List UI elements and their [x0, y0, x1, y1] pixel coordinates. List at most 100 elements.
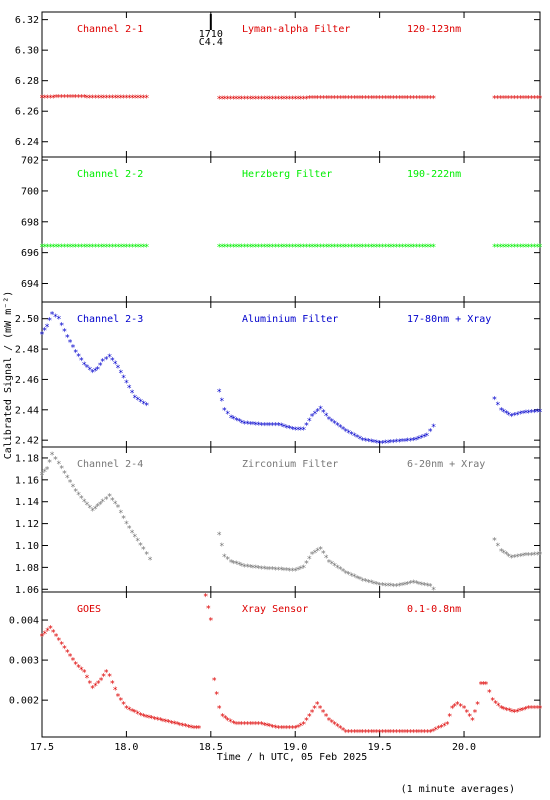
data-point: *	[118, 94, 123, 104]
data-point: *	[442, 722, 447, 732]
series-segment: *****************	[492, 95, 543, 105]
data-point: *	[388, 243, 393, 253]
data-point: *	[121, 374, 126, 384]
data-point: *	[301, 243, 306, 253]
data-point: *	[256, 243, 261, 253]
data-point: *	[239, 419, 244, 429]
data-point: *	[515, 243, 520, 253]
data-point: *	[394, 582, 399, 592]
panel-filter-label: Lyman-alpha Filter	[242, 24, 350, 35]
data-point: *	[363, 578, 368, 588]
data-point: *	[506, 411, 511, 421]
data-point: *	[73, 349, 78, 359]
data-point: *	[534, 95, 539, 105]
data-point: *	[500, 95, 505, 105]
data-point: *	[509, 554, 514, 564]
data-point: *	[470, 717, 475, 727]
data-point: *	[144, 243, 149, 253]
data-point: *	[455, 701, 460, 711]
data-point: *	[352, 243, 357, 253]
data-point: *	[290, 567, 295, 577]
data-point: *	[141, 400, 146, 410]
data-point: *	[256, 95, 261, 105]
data-point: *	[368, 438, 373, 448]
data-point: *	[256, 421, 261, 431]
data-point: *	[231, 95, 236, 105]
data-point: *	[247, 420, 252, 430]
data-point: *	[188, 724, 193, 734]
data-point: *	[326, 558, 331, 568]
data-point: *	[219, 243, 224, 253]
panel-2: 694 696 698 700 702 Channel 2-2 Herzberg Filte…	[21, 156, 543, 303]
data-point: *	[428, 243, 433, 253]
data-point: *	[506, 243, 511, 253]
data-point: *	[264, 421, 269, 431]
data-point: *	[419, 581, 424, 591]
data-point: *	[44, 465, 49, 475]
data-point: *	[431, 243, 436, 253]
data-point: *	[402, 437, 407, 447]
data-point: *	[284, 725, 289, 735]
data-point: *	[413, 436, 418, 446]
data-point: *	[309, 412, 314, 422]
y-tick-label: 2.48	[15, 345, 39, 356]
panel-band-label: 6-20nm + Xray	[407, 459, 485, 470]
data-point: *	[236, 418, 241, 428]
data-point: *	[332, 243, 337, 253]
data-point: *	[408, 437, 413, 447]
data-point: *	[267, 723, 272, 733]
data-point: *	[422, 729, 427, 739]
data-point: *	[121, 701, 126, 711]
data-point: *	[444, 721, 449, 731]
data-point: *	[377, 95, 382, 105]
data-point: *	[113, 243, 118, 253]
data-point: *	[493, 699, 498, 709]
data-point: *	[532, 408, 537, 418]
data-point: *	[304, 243, 309, 253]
data-point: *	[529, 551, 534, 561]
data-point: *	[340, 95, 345, 105]
data-point: *	[411, 243, 416, 253]
data-point: *	[425, 243, 430, 253]
data-point: *	[65, 94, 70, 104]
data-point: *	[290, 243, 295, 253]
data-point: *	[368, 95, 373, 105]
data-point: *	[323, 412, 328, 422]
data-point: *	[214, 691, 219, 701]
data-point: *	[53, 94, 58, 104]
data-point: *	[307, 713, 312, 723]
data-point: *	[262, 565, 267, 575]
data-point: *	[42, 630, 47, 640]
data-point: *	[129, 707, 134, 717]
data-point: *	[534, 551, 539, 561]
data-point: *	[247, 564, 252, 574]
panels-layer: 6.24 6.26 6.28 6.30 6.32 Channel 2-1 Lyman-alp…	[9, 11, 543, 739]
data-point: *	[506, 95, 511, 105]
data-point: *	[253, 564, 258, 574]
data-point: *	[374, 243, 379, 253]
data-point: *	[253, 95, 258, 105]
data-point: *	[270, 421, 275, 431]
data-point: *	[146, 714, 151, 724]
data-point: *	[42, 243, 47, 253]
y-tick-label: 0.003	[9, 656, 39, 667]
y-axis-title: Calibrated Signal / (mW m⁻²)	[3, 291, 14, 460]
data-point: *	[270, 95, 275, 105]
data-point: *	[408, 95, 413, 105]
data-point: *	[420, 243, 425, 253]
data-point: *	[48, 94, 53, 104]
data-point: *	[39, 243, 44, 253]
data-point: *	[186, 723, 191, 733]
data-point: *	[242, 721, 247, 731]
data-point: *	[422, 243, 427, 253]
data-point: *	[509, 95, 514, 105]
data-point: *	[160, 717, 165, 727]
data-point: *	[335, 421, 340, 431]
data-point: *	[352, 95, 357, 105]
data-point: *	[149, 715, 154, 725]
data-point: *	[48, 243, 53, 253]
data-point: *	[222, 406, 227, 416]
data-point: *	[329, 95, 334, 105]
